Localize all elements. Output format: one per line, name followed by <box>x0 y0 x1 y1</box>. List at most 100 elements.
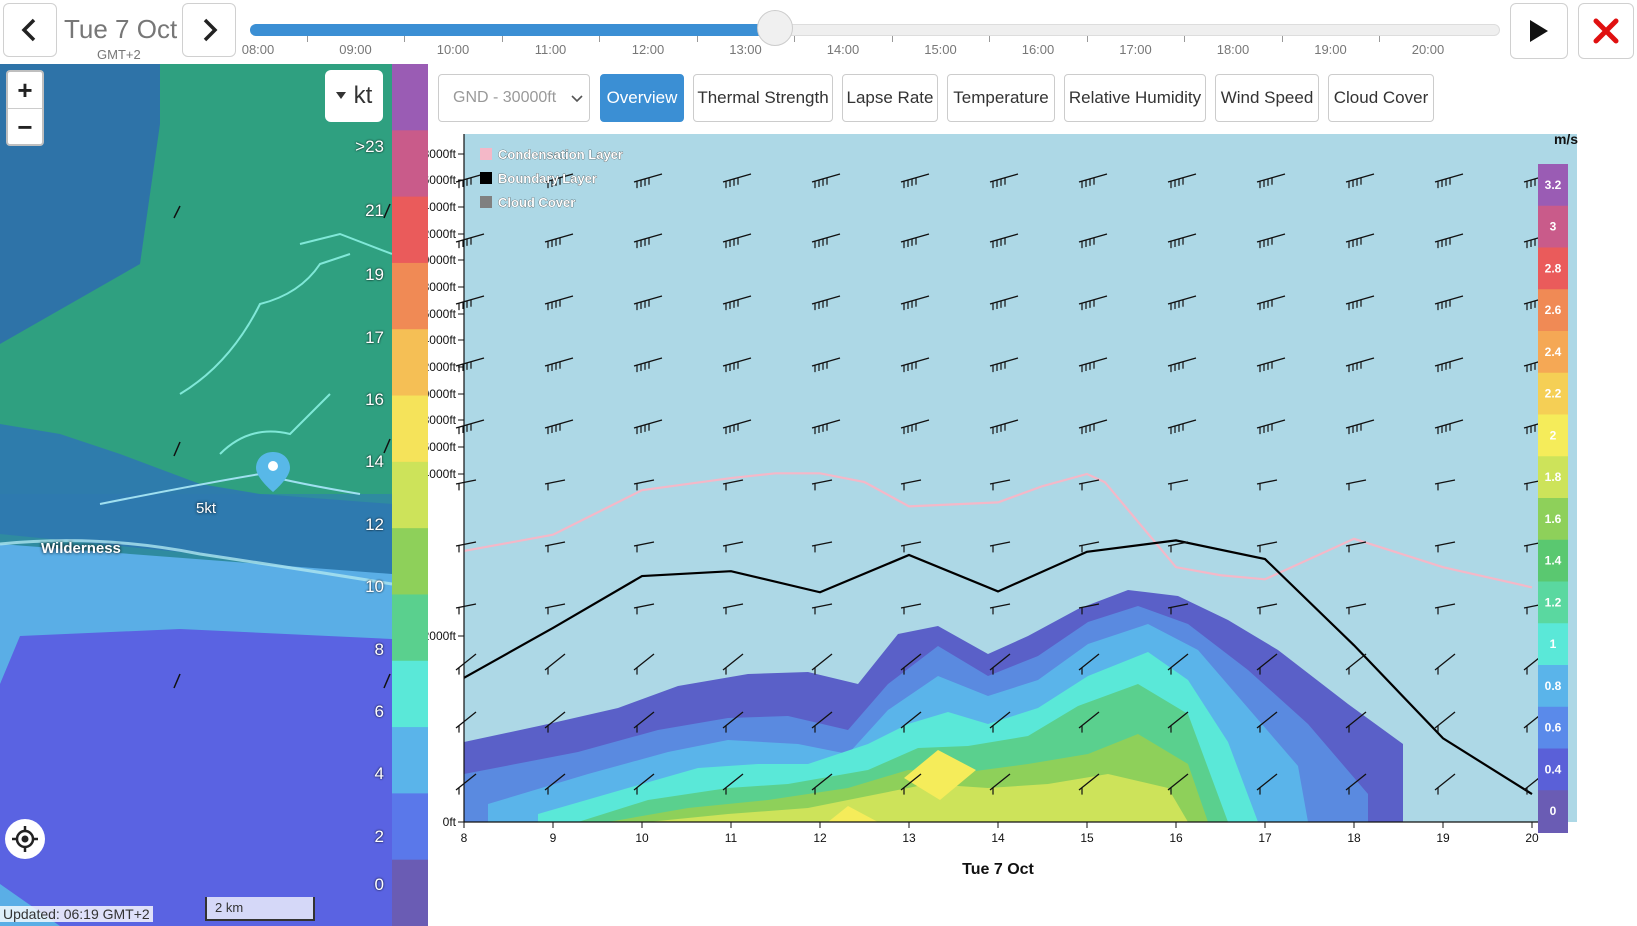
y-tick-label: 8000ft <box>428 413 457 427</box>
tab-thermal-strength[interactable]: Thermal Strength <box>693 74 833 122</box>
x-tick-label: 20 <box>1525 831 1539 845</box>
legend-swatch <box>392 660 428 729</box>
y-tick-label: 24000ft <box>428 200 457 214</box>
time-tick-label: 11:00 <box>534 42 567 57</box>
next-day-button[interactable] <box>182 3 236 57</box>
wind-barb <box>455 419 485 435</box>
wind-barb <box>1256 173 1286 189</box>
colorbar-value: 0 <box>1550 804 1557 818</box>
play-button[interactable] <box>1510 3 1568 59</box>
wind-barb <box>811 233 841 249</box>
tab-cloud-cover[interactable]: Cloud Cover <box>1328 74 1434 122</box>
legend-entry: Condensation Layer <box>498 147 623 162</box>
wind-barb <box>455 357 485 373</box>
x-tick-label: 8 <box>461 831 468 845</box>
time-tick <box>891 36 893 42</box>
time-tick <box>794 36 796 42</box>
unit-dropdown[interactable]: kt <box>325 70 383 122</box>
wind-barb <box>811 773 833 795</box>
wind-barb <box>722 479 744 491</box>
wind-barb <box>1167 479 1189 491</box>
wind-barb <box>811 711 833 733</box>
wind-barb <box>1078 419 1108 435</box>
altitude-select[interactable]: GND - 30000ft <box>438 74 590 122</box>
wind-barb <box>1078 357 1108 373</box>
wind-barb <box>722 419 752 435</box>
x-tick-label: 18 <box>1347 831 1361 845</box>
time-slider-handle[interactable] <box>757 10 793 46</box>
colorbar-value: 0.8 <box>1545 679 1562 693</box>
legend-swatch <box>392 130 428 198</box>
wind-barb <box>1434 357 1464 373</box>
close-button[interactable] <box>1578 3 1634 59</box>
thermal-contour <box>828 806 878 822</box>
wind-barb <box>1256 357 1286 373</box>
time-tick <box>404 36 406 42</box>
zoom-in-button[interactable]: + <box>8 72 42 109</box>
prev-day-button[interactable] <box>3 3 57 57</box>
wind-barb <box>1078 773 1100 795</box>
current-date: Tue 7 Oct <box>64 14 178 44</box>
wind-barb <box>633 541 655 553</box>
chevron-left-icon <box>21 18 36 42</box>
unit-label: kt <box>353 82 373 109</box>
close-icon <box>1593 18 1619 44</box>
legend-value: 8 <box>374 640 384 659</box>
legend-value: 2 <box>374 827 384 846</box>
tab-wind-speed[interactable]: Wind Speed <box>1215 74 1319 122</box>
colorbar-swatch <box>1538 623 1568 666</box>
wind-speed-label: 5kt <box>196 500 217 517</box>
wind-barb <box>544 419 574 435</box>
wind-barb <box>811 479 833 491</box>
colorbar-value: 1.8 <box>1545 470 1562 484</box>
colorbar-value: 2 <box>1550 428 1557 442</box>
wind-barb <box>989 541 1011 553</box>
legend-swatch <box>392 196 428 264</box>
time-tick <box>696 36 698 42</box>
zoom-out-button[interactable]: − <box>17 111 33 142</box>
wind-barb <box>1167 357 1197 373</box>
crosshair-icon <box>12 826 38 852</box>
colorbar-unit: m/s <box>1554 131 1578 147</box>
colorbar-swatch <box>1538 748 1568 792</box>
colorbar-value: 1.2 <box>1545 595 1562 609</box>
wind-barb <box>989 479 1011 491</box>
wind-barb <box>633 173 663 189</box>
legend-swatch <box>480 172 492 184</box>
chevron-down-icon <box>571 95 583 103</box>
colorbar-value: 2.6 <box>1545 303 1562 317</box>
time-tick-label: 09:00 <box>339 42 372 57</box>
legend-value: 12 <box>365 515 384 534</box>
wind-barb <box>1167 603 1189 615</box>
wind-barb <box>544 773 566 795</box>
wind-barb <box>1167 233 1197 249</box>
tab-lapse-rate[interactable]: Lapse Rate <box>842 74 938 122</box>
y-tick-label: 0ft <box>443 815 457 829</box>
legend-swatch <box>392 461 428 530</box>
locate-button[interactable] <box>5 819 45 859</box>
wind-barb <box>1078 711 1100 733</box>
time-slider[interactable]: 08:00 09:00 10:00 11:00 12:00 13:00 14:00 15:00… <box>242 8 1500 64</box>
wind-barb <box>900 653 922 675</box>
time-tick-label: 12:00 <box>631 42 665 57</box>
colorbar-swatch <box>1538 790 1568 833</box>
wind-barb <box>722 295 752 311</box>
wind-barb <box>989 295 1019 311</box>
tab-overview[interactable]: Overview <box>600 74 684 122</box>
wind-map[interactable]: + − kt Wilderness 5kt >23 21 19 17 16 14 12 10 8… <box>0 64 392 926</box>
legend-value: 6 <box>374 702 384 721</box>
wind-barb <box>1078 295 1108 311</box>
wind-barb <box>1078 541 1100 553</box>
time-tick-label: 19:00 <box>1314 42 1347 57</box>
wind-barb <box>544 295 574 311</box>
wind-barb <box>900 173 930 189</box>
wind-barb <box>722 541 744 553</box>
colorbar-swatch <box>1538 331 1568 374</box>
location-pin-icon[interactable] <box>256 452 290 492</box>
tab-temperature[interactable]: Temperature <box>947 74 1055 122</box>
wind-barb <box>1345 479 1367 491</box>
wind-barb <box>900 479 922 491</box>
colorbar-value: 0.6 <box>1545 721 1562 735</box>
tab-relative-humidity[interactable]: Relative Humidity <box>1064 74 1206 122</box>
wind-barb <box>722 653 744 675</box>
